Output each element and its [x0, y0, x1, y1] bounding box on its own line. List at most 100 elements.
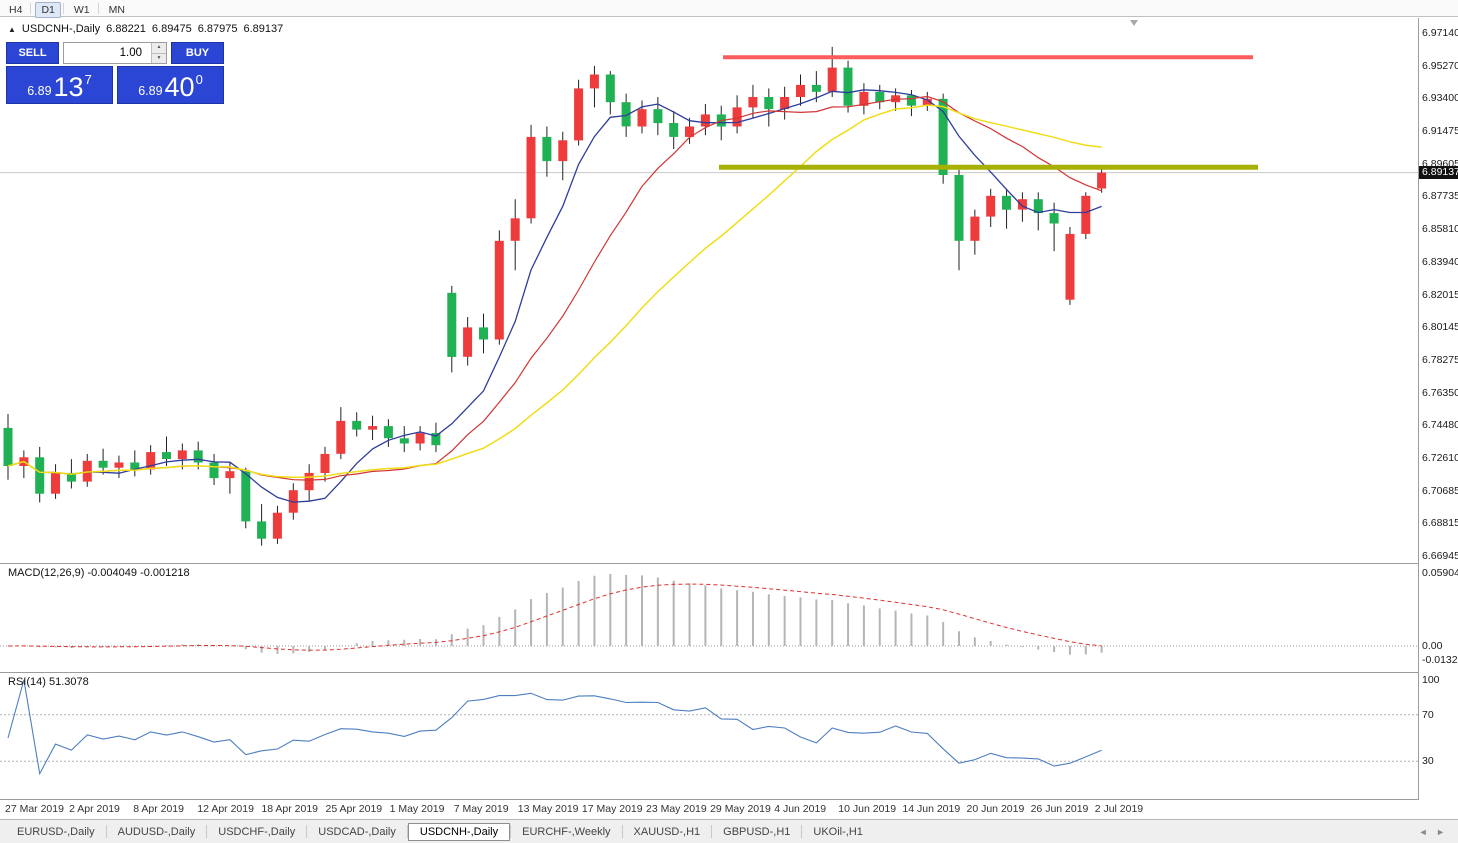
- chart-tab-usdchf-daily[interactable]: USDCHF-,Daily: [218, 825, 296, 838]
- buy-button[interactable]: BUY: [171, 42, 224, 64]
- date-label: 26 Jun 2019: [1030, 803, 1089, 815]
- chart-tabs-bar: EURUSD-,Daily AUDUSD-,Daily USDCHF-,Daily U…: [0, 819, 1458, 843]
- rsi-panel[interactable]: RSI(14) 51.3078: [0, 673, 1418, 799]
- toolbar-separator: [30, 3, 32, 15]
- date-label: 4 Jun 2019: [774, 803, 827, 815]
- tab-separator: [621, 825, 623, 838]
- sell-button[interactable]: SELL: [6, 42, 59, 64]
- tab-separator: [801, 825, 803, 838]
- chart-tab-xauusd-h1[interactable]: XAUUSD-,H1: [633, 825, 701, 838]
- low-value: 6.87975: [197, 23, 238, 35]
- tab-scroll-arrows[interactable]: ◄ ►: [1418, 826, 1448, 837]
- date-label: 8 Apr 2019: [133, 803, 184, 815]
- toolbar-separator: [97, 3, 99, 15]
- ma-medium[interactable]: [7, 95, 1102, 481]
- ma-fast[interactable]: [7, 89, 1102, 503]
- date-label: 18 Apr 2019: [261, 803, 319, 815]
- chart-ohlc-header: ▲ USDCNH-,Daily 6.88221 6.89475 6.87975 6.891…: [8, 23, 289, 35]
- volume-field: ▲ ▼: [63, 42, 167, 64]
- candlestick-chart-canvas[interactable]: [0, 18, 1418, 563]
- buy-price-big: 40: [164, 72, 195, 102]
- panel-separator[interactable]: [0, 563, 1419, 564]
- sell-price-button[interactable]: 6.89 13 7: [6, 66, 113, 104]
- price-chart[interactable]: [0, 18, 1418, 563]
- timeframe-button-d1[interactable]: D1: [35, 2, 61, 18]
- chart-tab-eurusd-daily[interactable]: EURUSD-,Daily: [17, 825, 95, 838]
- price-tick-label: 6.68815: [1422, 517, 1458, 530]
- ma-slow[interactable]: [7, 104, 1102, 479]
- date-label: 12 Apr 2019: [197, 803, 254, 815]
- rsi-scale-label: 70: [1422, 708, 1434, 721]
- tab-separator: [406, 825, 408, 838]
- rsi-line: [7, 679, 1102, 776]
- volume-input[interactable]: [64, 43, 144, 63]
- date-label: 13 May 2019: [517, 803, 579, 815]
- price-tick-label: 6.82015: [1422, 288, 1458, 301]
- rsi-scale-label: 100: [1422, 674, 1440, 686]
- candlesticks: [3, 46, 1107, 546]
- open-value: 6.88221: [106, 23, 146, 35]
- tab-separator: [711, 825, 713, 838]
- timeframe-toolbar: H4 D1 W1 MN: [0, 0, 1458, 18]
- date-label: 14 Jun 2019: [902, 803, 961, 815]
- price-tick-label: 6.78275: [1422, 353, 1458, 366]
- panel-separator[interactable]: [0, 672, 1419, 673]
- tab-separator: [306, 825, 308, 838]
- buy-price-sup: 0: [195, 72, 203, 87]
- one-click-collapse-icon[interactable]: ▲: [8, 25, 16, 34]
- price-tick-label: 6.85810: [1422, 223, 1458, 236]
- chart-tab-eurchf-weekly[interactable]: EURCHF-,Weekly: [522, 825, 611, 838]
- tab-separator: [510, 825, 512, 838]
- price-tick-label: 6.91475: [1422, 125, 1458, 138]
- price-tick-label: 6.95270: [1422, 59, 1458, 72]
- macd-panel[interactable]: MACD(12,26,9) -0.004049 -0.001218: [0, 564, 1418, 672]
- chart-tab-usdcad-daily[interactable]: USDCAD-,Daily: [318, 825, 396, 838]
- macd-scale-label: 0.059048: [1422, 567, 1458, 579]
- tab-separator: [206, 825, 208, 838]
- rsi-label: RSI(14) 51.3078: [8, 676, 89, 688]
- price-tick-label: 6.74480: [1422, 419, 1458, 432]
- date-label: 27 Mar 2019: [5, 803, 64, 815]
- price-tick-label: 6.93400: [1422, 92, 1458, 105]
- one-click-trading-panel: SELL ▲ ▼ BUY 6.89 13 7 6.89 40 0: [6, 42, 224, 104]
- chart-tab-ukoil-h1[interactable]: UKOil-,H1: [813, 825, 863, 838]
- tab-separator: [105, 825, 107, 838]
- macd-canvas: [0, 574, 1418, 655]
- volume-decrease-button[interactable]: ▼: [152, 53, 166, 63]
- macd-scale-label: -0.013249: [1422, 654, 1458, 666]
- buy-price-prefix: 6.89: [138, 84, 163, 98]
- date-label: 20 Jun 2019: [966, 803, 1025, 815]
- macd-scale-label: 0.00: [1422, 640, 1443, 652]
- price-tick-label: 6.83940: [1422, 255, 1458, 268]
- chart-shift-marker-icon[interactable]: [1130, 20, 1138, 26]
- scale-separator: [1418, 18, 1419, 800]
- chart-tab-gbpusd-h1[interactable]: GBPUSD-,H1: [723, 825, 791, 838]
- axis-separator: [0, 799, 1419, 800]
- price-tick-label: 6.70685: [1422, 484, 1458, 497]
- date-label: 25 Apr 2019: [325, 803, 383, 815]
- symbol-label: USDCNH-,Daily: [21, 23, 101, 35]
- macd-label: MACD(12,26,9) -0.004049 -0.001218: [8, 567, 190, 579]
- timeframe-button-h4[interactable]: H4: [9, 4, 23, 16]
- date-label: 17 May 2019: [581, 803, 643, 815]
- high-value: 6.89475: [151, 23, 192, 35]
- buy-price-button[interactable]: 6.89 40 0: [117, 66, 224, 104]
- price-axis[interactable]: 6.89137 6.97140 6.95270 6.93400 6.91475 6.89…: [1419, 0, 1458, 820]
- price-tick-label: 6.87735: [1422, 190, 1458, 203]
- macd-histogram: [22, 574, 1103, 655]
- time-axis[interactable]: 27 Mar 2019 2 Apr 2019 8 Apr 2019 12 Apr 20…: [0, 800, 1419, 818]
- macd-signal-line: [7, 583, 1102, 651]
- price-tick-label: 6.89605: [1422, 157, 1458, 170]
- date-label: 1 May 2019: [389, 803, 445, 815]
- current-price-tag: 6.89137: [1419, 166, 1458, 180]
- date-label: 10 Jun 2019: [838, 803, 897, 815]
- volume-increase-button[interactable]: ▲: [152, 43, 166, 54]
- timeframe-button-w1[interactable]: W1: [73, 4, 90, 16]
- date-label: 23 May 2019: [646, 803, 707, 815]
- chart-tab-audusd-daily[interactable]: AUDUSD-,Daily: [117, 825, 196, 838]
- sell-price-big: 13: [53, 72, 84, 102]
- timeframe-button-mn[interactable]: MN: [108, 4, 125, 16]
- chart-tab-usdcnh-daily[interactable]: USDCNH-,Daily: [407, 822, 511, 841]
- date-label: 2 Jul 2019: [1094, 803, 1144, 815]
